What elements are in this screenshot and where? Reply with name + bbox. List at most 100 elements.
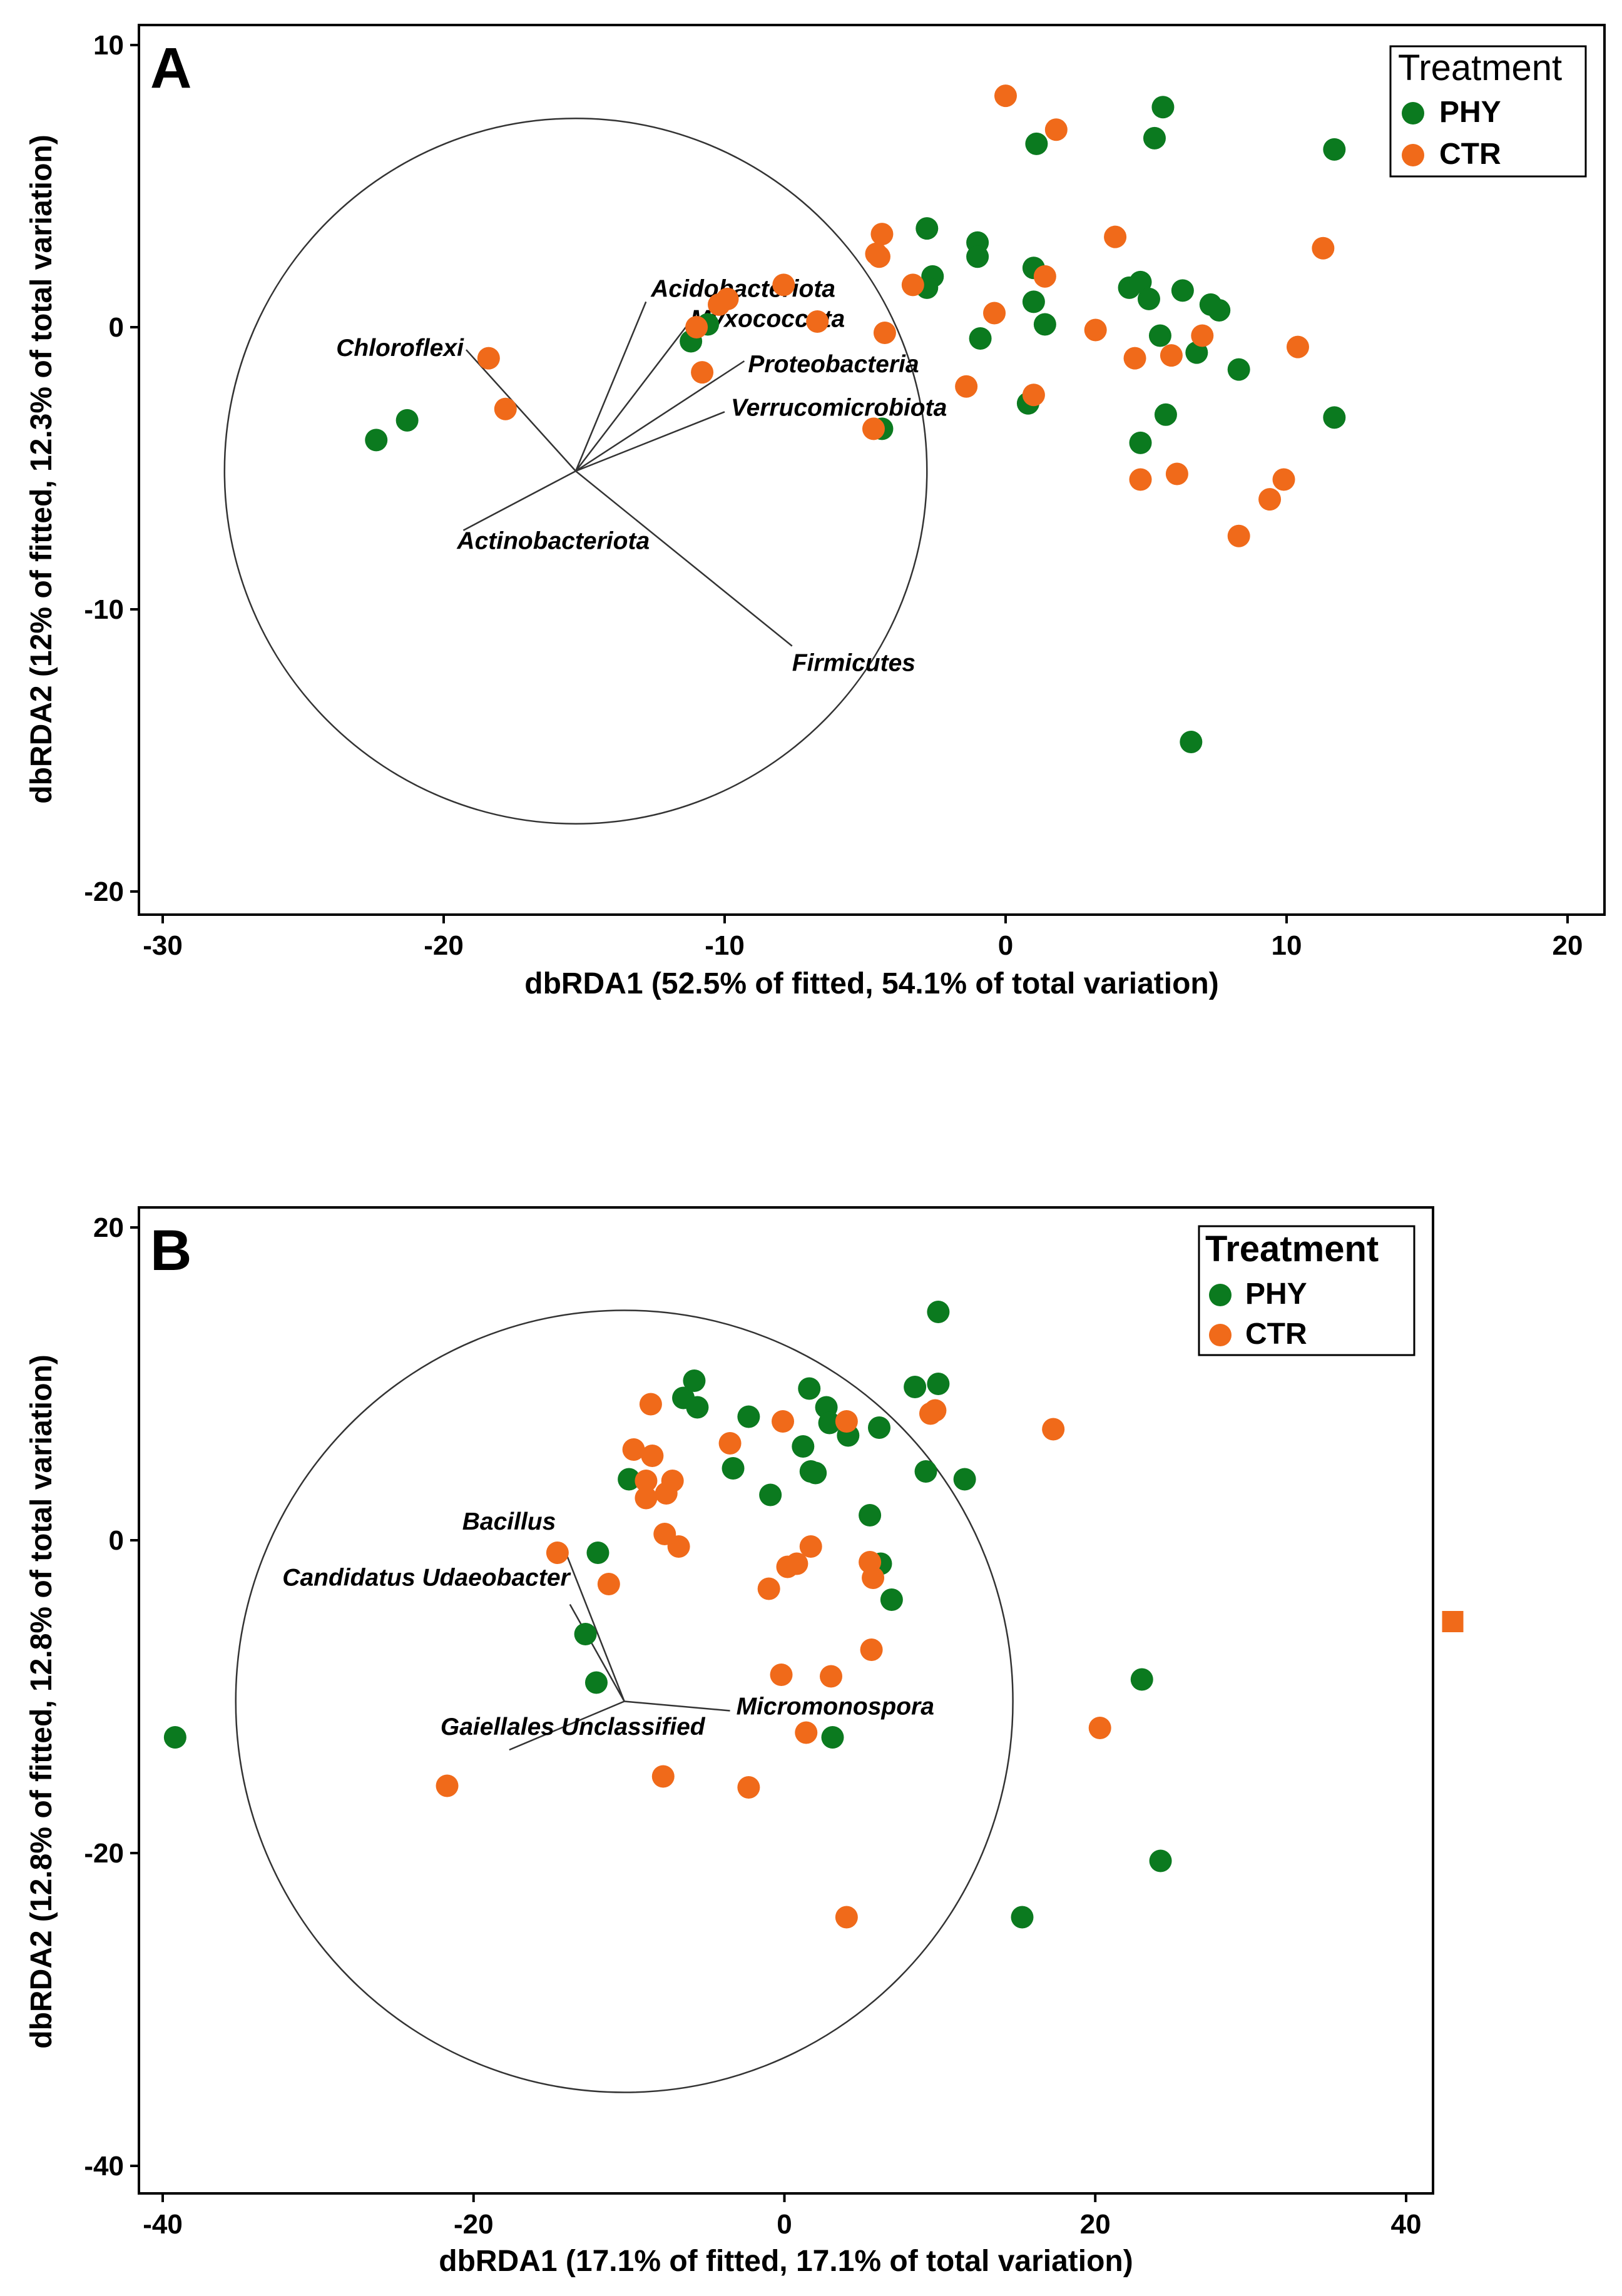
point-a-ctr-17	[1033, 265, 1056, 288]
point-a-ctr-14	[983, 302, 1006, 325]
point-a-phy-27	[1208, 298, 1231, 322]
point-b-ctr-3	[635, 1470, 658, 1492]
vector-line-a-6	[575, 470, 793, 647]
y-tick-label-a-3: -20	[84, 876, 124, 907]
vector-line-b-1	[569, 1603, 625, 1702]
point-a-phy-21	[1148, 324, 1171, 347]
point-a-phy-1	[395, 409, 419, 432]
point-b-phy-14	[804, 1461, 827, 1485]
point-b-ctr-1	[597, 1573, 620, 1595]
point-a-ctr-13	[955, 375, 978, 398]
points-b-layer	[163, 1301, 1464, 1929]
circle-a-layer	[223, 118, 928, 825]
point-a-ctr-6	[772, 273, 795, 297]
x-tick-label-a-2: -10	[705, 930, 745, 961]
point-b-ctr-30	[436, 1774, 459, 1797]
vectors-a-layer: ChloroflexiAcidobacteriotaMyxococcotaPro…	[336, 275, 947, 676]
legend-title-a: Treatment	[1398, 48, 1562, 88]
point-a-phy-5	[916, 217, 939, 240]
y-tick-label-a-2: -10	[84, 594, 124, 625]
point-b-ctr-12	[772, 1410, 795, 1433]
legend-label-phy-b: PHY	[1245, 1278, 1307, 1311]
point-a-ctr-5	[716, 287, 739, 310]
panel-label-a: A	[150, 36, 191, 100]
point-a-phy-22	[1154, 403, 1177, 426]
point-a-phy-25	[1185, 341, 1208, 364]
point-b-phy-23	[914, 1460, 937, 1483]
point-b-ctr-25	[770, 1664, 793, 1686]
vector-line-b-3	[509, 1700, 625, 1751]
point-a-ctr-25	[1191, 324, 1214, 347]
vector-label-a-0: Chloroflexi	[336, 335, 464, 362]
point-b-phy-1	[586, 1542, 610, 1564]
point-b-phy-10	[759, 1483, 782, 1506]
point-b-phy-24	[927, 1301, 950, 1323]
point-b-outlier-square	[1442, 1611, 1464, 1632]
legend-label-ctr-a: CTR	[1439, 138, 1501, 171]
point-a-ctr-0	[477, 347, 500, 370]
point-a-phy-24	[1171, 279, 1194, 302]
y-tick-label-b-0: 20	[93, 1212, 124, 1243]
point-b-phy-11	[792, 1435, 815, 1458]
point-b-phy-26	[953, 1468, 976, 1491]
point-b-phy-18	[859, 1504, 882, 1526]
point-b-phy-25	[927, 1373, 950, 1395]
point-b-ctr-6	[635, 1486, 658, 1510]
point-b-ctr-13	[757, 1577, 780, 1600]
x-tick-label-a-5: 20	[1553, 930, 1583, 961]
point-b-phy-27	[821, 1726, 844, 1749]
y-axis-label-a: dbRDA2 (12% of fitted, 12.3% of total va…	[25, 135, 58, 803]
point-b-phy-22	[904, 1376, 927, 1398]
point-a-ctr-26	[1227, 524, 1250, 547]
y-tick-label-a-0: 10	[93, 30, 124, 61]
point-a-phy-9	[966, 245, 989, 268]
x-tick-label-b-0: -40	[143, 2209, 183, 2240]
x-axis-label-a: dbRDA1 (52.5% of fitted, 54.1% of total …	[524, 967, 1218, 1000]
point-a-ctr-15	[994, 84, 1017, 108]
point-a-ctr-21	[1123, 347, 1146, 370]
point-b-ctr-22	[924, 1399, 947, 1422]
point-a-ctr-22	[1129, 468, 1152, 491]
point-a-ctr-31	[867, 245, 890, 268]
point-b-phy-7	[686, 1396, 709, 1419]
vector-label-a-1: Acidobacteriota	[650, 275, 835, 302]
point-a-phy-14	[1022, 290, 1045, 313]
vector-line-b-2	[624, 1700, 730, 1712]
panel-a: A ChloroflexiAcidobacteriotaMyxococcotaP…	[25, 24, 1606, 1000]
point-a-ctr-20	[1104, 225, 1127, 248]
point-a-ctr-2	[685, 316, 708, 338]
point-a-ctr-19	[1084, 318, 1107, 342]
vector-line-a-3	[575, 360, 745, 472]
x-tick-label-a-3: 0	[998, 930, 1013, 961]
point-b-phy-2	[574, 1623, 597, 1645]
legend-marker-ctr-b	[1209, 1324, 1232, 1346]
vector-line-a-0	[465, 349, 576, 472]
vector-line-b-0	[561, 1543, 625, 1702]
point-a-ctr-27	[1258, 488, 1282, 511]
vector-line-a-4	[575, 411, 725, 472]
point-a-ctr-30	[1312, 236, 1335, 260]
point-b-ctr-26	[820, 1665, 843, 1688]
point-a-phy-19	[1143, 126, 1166, 150]
x-tick-label-b-3: 20	[1080, 2209, 1111, 2240]
plot-frame-b	[138, 1206, 1434, 2195]
point-b-ctr-19	[862, 1567, 885, 1589]
vector-label-b-2: Micromonospora	[737, 1694, 934, 1720]
correlation-circle-a	[223, 118, 928, 825]
points-a-layer	[365, 84, 1346, 753]
legend-b: Treatment PHY CTR	[1198, 1225, 1415, 1356]
vector-label-b-0: Bacillus	[462, 1508, 556, 1535]
point-b-phy-0	[163, 1726, 186, 1749]
point-b-ctr-0	[546, 1542, 569, 1564]
point-b-phy-12	[798, 1377, 821, 1400]
point-a-ctr-7	[806, 310, 829, 333]
circle-b-layer	[235, 1309, 1014, 2093]
point-a-ctr-16	[1044, 118, 1068, 141]
point-b-phy-16	[818, 1411, 841, 1435]
point-b-phy-3	[584, 1671, 608, 1694]
point-a-ctr-3	[691, 361, 714, 384]
point-a-ctr-9	[870, 223, 894, 246]
point-a-phy-12	[1025, 132, 1048, 155]
point-b-ctr-16	[799, 1535, 822, 1558]
